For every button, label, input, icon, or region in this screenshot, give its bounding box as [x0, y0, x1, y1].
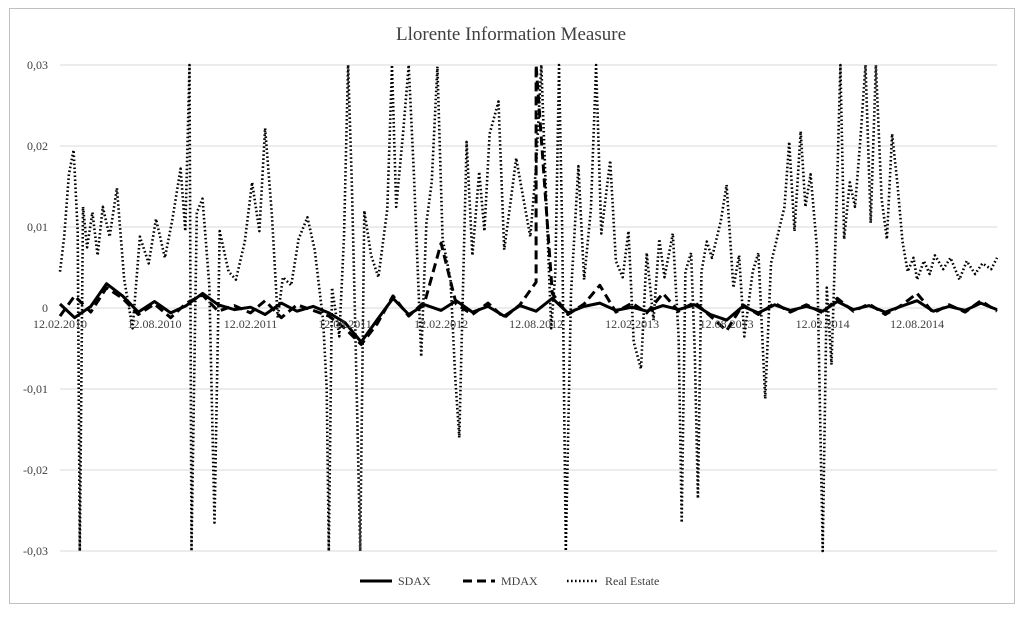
- y-tick-label: 0: [42, 301, 48, 315]
- y-tick-label: 0,01: [27, 220, 48, 234]
- series-line-real-estate: [58, 63, 999, 553]
- legend: SDAX MDAX Real Estate: [360, 574, 659, 588]
- y-tick-label: 0,02: [27, 139, 48, 153]
- y-tick-label: -0,02: [23, 463, 48, 477]
- x-tick-labels: 12.02.2010 12.08.2010 12.02.2011 12.08.2011…: [33, 317, 944, 331]
- chart-title: Llorente Information Measure: [396, 24, 626, 45]
- x-tick-label: 12.02.2010: [33, 317, 87, 331]
- x-tick-label: 12.08.2011: [318, 317, 372, 331]
- x-tick-label: 12.02.2013: [605, 317, 659, 331]
- series-line-sdax: [58, 282, 998, 344]
- series-lines: [58, 63, 999, 553]
- x-tick-label: 12.08.2013: [700, 317, 754, 331]
- x-tick-label: 12.02.2012: [414, 317, 468, 331]
- y-tick-label: -0,03: [23, 544, 48, 558]
- x-tick-label: 12.02.2011: [224, 317, 278, 331]
- legend-label-mdax: MDAX: [501, 574, 538, 588]
- x-tick-label: 12.08.2010: [127, 317, 181, 331]
- x-tick-label: 12.02.2014: [796, 317, 850, 331]
- x-tick-label: 12.08.2014: [890, 317, 944, 331]
- legend-label-real-estate: Real Estate: [605, 574, 659, 588]
- y-tick-label: 0,03: [27, 58, 48, 72]
- y-tick-labels: -0,03 -0,02 -0,01 0 0,01 0,02 0,03: [23, 58, 48, 558]
- legend-label-sdax: SDAX: [398, 574, 431, 588]
- y-tick-label: -0,01: [23, 382, 48, 396]
- series-line-mdax: [58, 63, 998, 346]
- x-tick-label: 12.08.2012: [509, 317, 563, 331]
